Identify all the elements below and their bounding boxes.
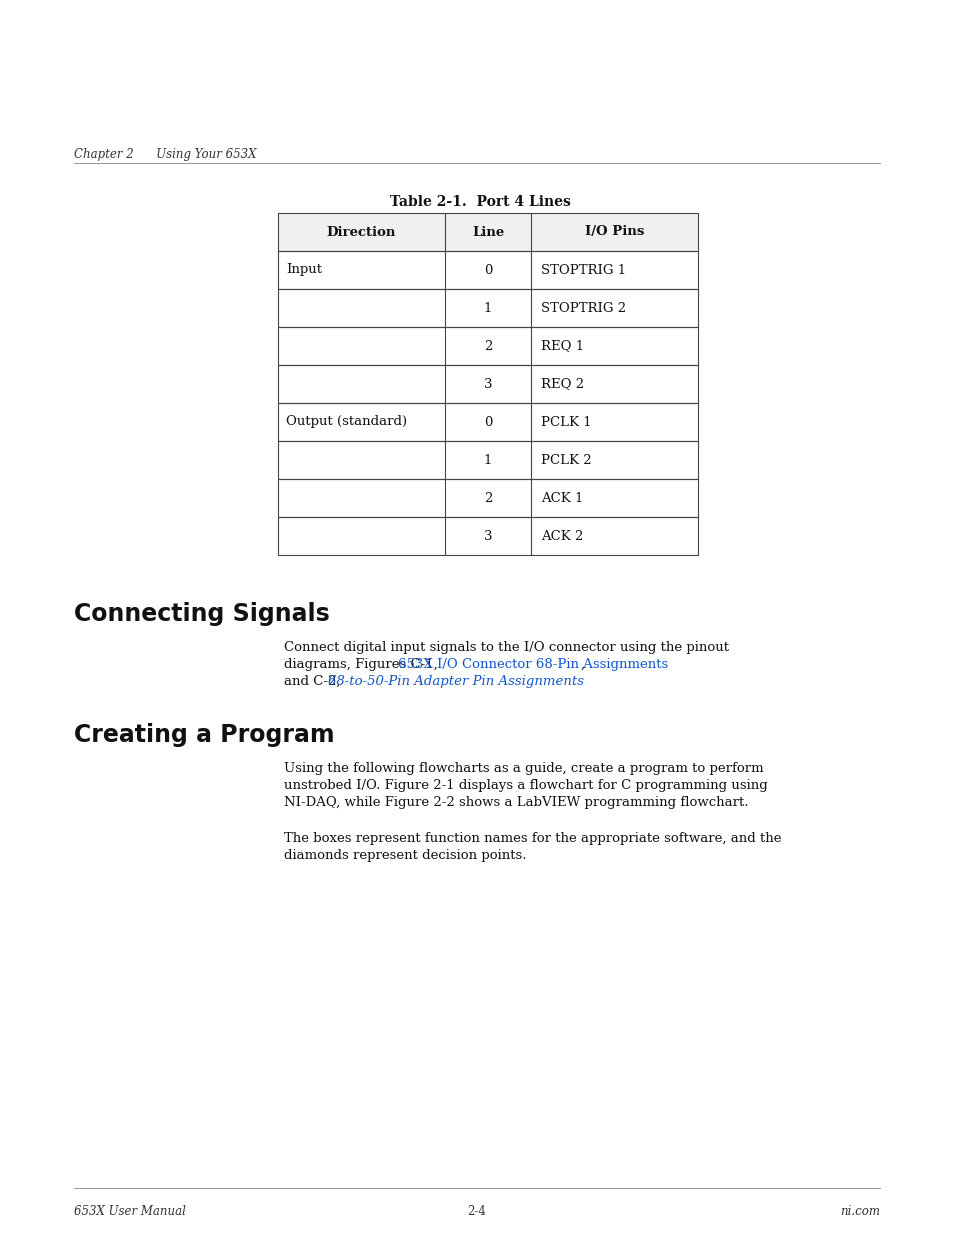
Text: ni.com: ni.com bbox=[840, 1205, 879, 1218]
Text: REQ 2: REQ 2 bbox=[540, 378, 583, 390]
Text: 3: 3 bbox=[483, 530, 492, 542]
Bar bbox=[277, 403, 698, 441]
Text: NI-DAQ, while Figure 2-2 shows a LabVIEW programming flowchart.: NI-DAQ, while Figure 2-2 shows a LabVIEW… bbox=[284, 797, 748, 809]
Text: 3: 3 bbox=[483, 378, 492, 390]
Text: 653X I/O Connector 68-Pin Assignments: 653X I/O Connector 68-Pin Assignments bbox=[397, 658, 667, 671]
Text: 0: 0 bbox=[483, 415, 492, 429]
Text: diamonds represent decision points.: diamonds represent decision points. bbox=[284, 848, 526, 862]
Text: 2-4: 2-4 bbox=[467, 1205, 486, 1218]
Bar bbox=[277, 212, 698, 251]
Text: unstrobed I/O. Figure 2-1 displays a flowchart for C programming using: unstrobed I/O. Figure 2-1 displays a flo… bbox=[284, 779, 767, 792]
Text: Line: Line bbox=[472, 226, 503, 238]
Text: ,: , bbox=[579, 658, 584, 671]
Text: Chapter 2      Using Your 653X: Chapter 2 Using Your 653X bbox=[74, 148, 256, 161]
Text: Connecting Signals: Connecting Signals bbox=[74, 601, 330, 626]
Text: REQ 1: REQ 1 bbox=[540, 340, 583, 352]
Text: ACK 2: ACK 2 bbox=[540, 530, 583, 542]
Text: 68-to-50-Pin Adapter Pin Assignments: 68-to-50-Pin Adapter Pin Assignments bbox=[328, 676, 584, 688]
Text: ACK 1: ACK 1 bbox=[540, 492, 583, 505]
Text: Input: Input bbox=[286, 263, 322, 277]
Text: PCLK 2: PCLK 2 bbox=[540, 453, 591, 467]
Bar bbox=[277, 289, 698, 327]
Bar bbox=[277, 517, 698, 555]
Text: Creating a Program: Creating a Program bbox=[74, 722, 335, 747]
Bar bbox=[277, 212, 698, 251]
Bar bbox=[277, 366, 698, 403]
Text: 2: 2 bbox=[483, 340, 492, 352]
Text: STOPTRIG 2: STOPTRIG 2 bbox=[540, 301, 625, 315]
Text: 1: 1 bbox=[483, 301, 492, 315]
Text: PCLK 1: PCLK 1 bbox=[540, 415, 591, 429]
Text: diagrams, Figures C-1,: diagrams, Figures C-1, bbox=[284, 658, 441, 671]
Text: I/O Pins: I/O Pins bbox=[584, 226, 643, 238]
Bar bbox=[277, 327, 698, 366]
Text: The boxes represent function names for the appropriate software, and the: The boxes represent function names for t… bbox=[284, 832, 781, 845]
Bar bbox=[277, 251, 698, 289]
Text: 0: 0 bbox=[483, 263, 492, 277]
Text: 1: 1 bbox=[483, 453, 492, 467]
Text: STOPTRIG 1: STOPTRIG 1 bbox=[540, 263, 625, 277]
Text: 2: 2 bbox=[483, 492, 492, 505]
Text: and C-2,: and C-2, bbox=[284, 676, 344, 688]
Text: Direction: Direction bbox=[327, 226, 395, 238]
Text: Connect digital input signals to the I/O connector using the pinout: Connect digital input signals to the I/O… bbox=[284, 641, 728, 655]
Text: Table 2-1.  Port 4 Lines: Table 2-1. Port 4 Lines bbox=[389, 195, 570, 209]
Bar bbox=[277, 479, 698, 517]
Text: Using the following flowcharts as a guide, create a program to perform: Using the following flowcharts as a guid… bbox=[284, 762, 762, 776]
Bar bbox=[277, 441, 698, 479]
Text: 653X User Manual: 653X User Manual bbox=[74, 1205, 186, 1218]
Text: Output (standard): Output (standard) bbox=[286, 415, 407, 429]
